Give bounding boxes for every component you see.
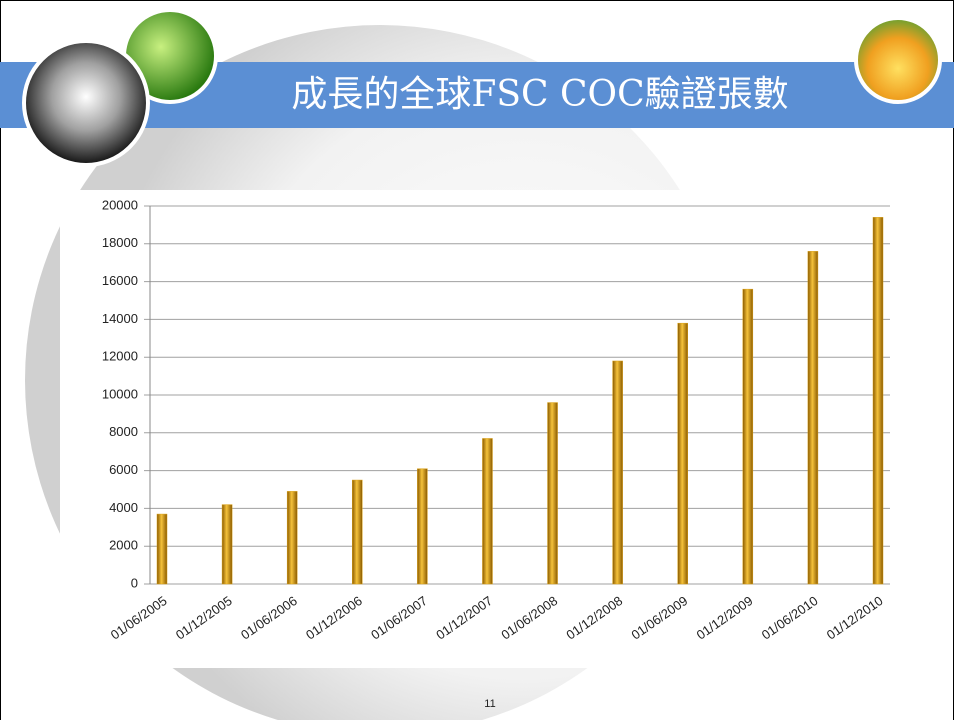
y-tick-label: 8000 bbox=[109, 424, 138, 439]
y-tick-label: 2000 bbox=[109, 538, 138, 553]
bar bbox=[482, 438, 493, 585]
y-tick-label: 18000 bbox=[102, 235, 138, 250]
y-tick-label: 0 bbox=[131, 575, 138, 590]
y-tick-label: 10000 bbox=[102, 386, 138, 401]
bar bbox=[807, 251, 819, 585]
y-tick-label: 16000 bbox=[102, 273, 138, 288]
tulip-image bbox=[854, 16, 942, 104]
y-tick-label: 20000 bbox=[102, 197, 138, 212]
bar bbox=[286, 491, 298, 585]
chart-area bbox=[60, 190, 900, 668]
y-tick-label: 6000 bbox=[109, 462, 138, 477]
bar bbox=[547, 402, 558, 585]
y-tick-label: 14000 bbox=[102, 311, 138, 326]
bar bbox=[612, 360, 623, 585]
bar bbox=[742, 288, 754, 585]
bar bbox=[352, 479, 363, 585]
bar bbox=[417, 468, 428, 585]
dandelion-image bbox=[22, 39, 150, 167]
bar bbox=[872, 217, 884, 585]
y-tick-label: 12000 bbox=[102, 349, 138, 364]
y-tick-label: 4000 bbox=[109, 500, 138, 515]
page-number: 11 bbox=[484, 698, 495, 710]
bar bbox=[221, 504, 233, 585]
chart-title: 成長的全球FSC COC驗證張數 bbox=[291, 74, 788, 115]
bar bbox=[156, 513, 168, 585]
bar bbox=[677, 322, 688, 585]
